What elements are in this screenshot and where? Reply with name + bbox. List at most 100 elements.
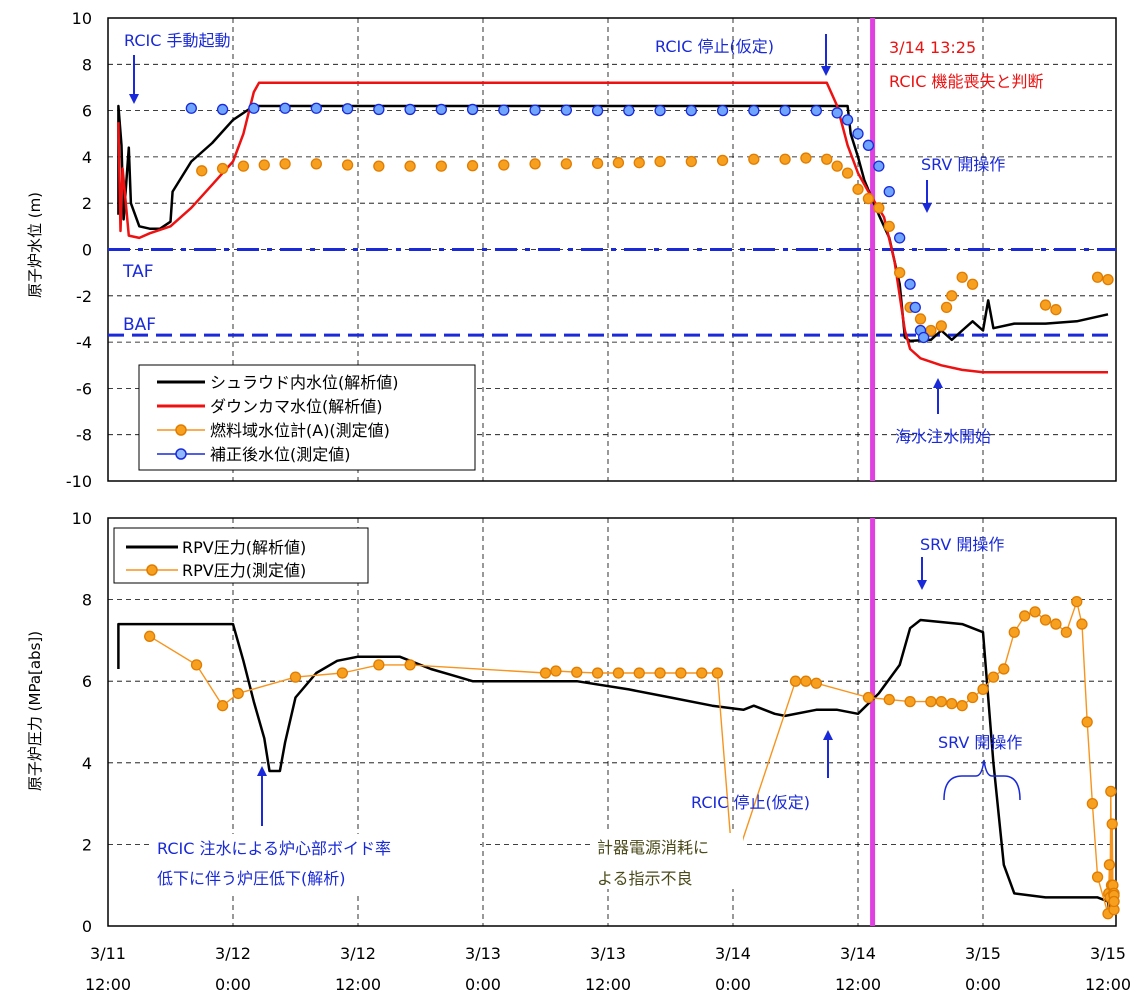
srv-open-annotation-bottom-1: SRV 開操作 xyxy=(920,535,1004,554)
series-point-bottom-1 xyxy=(591,667,604,679)
bottom-y-tick-label: 2 xyxy=(82,835,92,854)
series-point-top-3 xyxy=(529,104,541,116)
series-point-top-3 xyxy=(904,278,916,290)
legend-label-shroud: シュラウド内水位(解析値) xyxy=(210,373,399,392)
series-point-top-3 xyxy=(310,102,322,114)
series-point-bottom-1 xyxy=(925,695,937,708)
bottom-y-tick-label: 10 xyxy=(72,509,92,528)
series-point-top-3 xyxy=(894,232,906,244)
series-point-top-2 xyxy=(966,278,979,290)
seawater-annotation: 海水注水開始 xyxy=(895,427,991,446)
series-point-bottom-1 xyxy=(1081,716,1093,728)
series-point-bottom-1 xyxy=(946,697,958,710)
series-point-bottom-1 xyxy=(977,683,989,696)
series-point-bottom-1 xyxy=(810,677,822,689)
series-point-bottom-1 xyxy=(998,663,1010,675)
bottom-y-tick-label: 8 xyxy=(82,591,92,610)
rcic-stop-arrow-bottom xyxy=(823,730,833,778)
legend-label-corrected: 補正後水位(測定値) xyxy=(210,445,351,464)
power-annotation-line2: よる指示不良 xyxy=(597,869,693,888)
series-point-top-2 xyxy=(237,160,250,172)
legend-label-rpv-analysis: RPV圧力(解析値) xyxy=(182,538,306,557)
series-point-top-2 xyxy=(612,157,625,169)
series-point-top-2 xyxy=(873,202,885,214)
rcic-stop-arrow xyxy=(821,34,831,76)
series-point-top-3 xyxy=(873,160,885,172)
series-line-bottom-0 xyxy=(117,618,1112,913)
taf-label: TAF xyxy=(122,262,153,282)
series-point-top-2 xyxy=(894,266,906,279)
series-point-top-3 xyxy=(404,103,416,116)
power-annotation-line1: 計器電源消耗に xyxy=(597,838,709,857)
series-point-top-2 xyxy=(821,153,833,165)
top-y-tick-label: -6 xyxy=(76,379,92,398)
top-y-tick-label: 10 xyxy=(72,9,92,28)
series-point-top-2 xyxy=(654,155,666,168)
series-point-top-2 xyxy=(914,313,927,325)
x-tick-time: 12:00 xyxy=(835,975,881,994)
series-point-top-3 xyxy=(248,102,260,114)
series-point-top-2 xyxy=(1102,273,1114,286)
x-tick-date: 3/11 xyxy=(90,944,126,963)
series-point-bottom-1 xyxy=(539,667,552,679)
baf-label: BAF xyxy=(123,315,156,335)
series-point-top-2 xyxy=(633,157,645,169)
series-point-top-3 xyxy=(466,103,479,116)
series-point-top-3 xyxy=(852,128,864,140)
series-point-top-3 xyxy=(341,103,354,115)
legend-label-downcomer: ダウンカマ水位(解析値) xyxy=(210,397,383,416)
x-tick-date: 3/14 xyxy=(715,944,751,963)
srv-open-arrow-top xyxy=(922,180,932,213)
series-point-top-3 xyxy=(216,103,229,116)
series-point-top-2 xyxy=(1039,299,1052,311)
series-point-top-2 xyxy=(216,162,229,175)
series-point-bottom-1 xyxy=(1019,610,1031,622)
top-y-tick-label: -4 xyxy=(76,333,92,352)
x-tick-time: 12:00 xyxy=(1085,975,1131,994)
legend-marker-fuel-level xyxy=(175,424,187,436)
series-point-bottom-1 xyxy=(550,665,562,677)
x-tick-time: 0:00 xyxy=(215,975,251,994)
series-point-top-2 xyxy=(258,159,270,171)
series-point-bottom-1 xyxy=(1106,818,1118,830)
series-point-top-3 xyxy=(779,104,791,117)
legend-label-fuel-level: 燃料域水位計(A)(測定値) xyxy=(210,421,390,440)
series-point-bottom-1 xyxy=(571,666,583,678)
x-tick-date: 3/12 xyxy=(340,944,376,963)
series-point-bottom-1 xyxy=(904,695,916,708)
bottom-y-tick-label: 0 xyxy=(82,917,92,936)
x-tick-date: 3/13 xyxy=(465,944,501,963)
x-tick-time: 12:00 xyxy=(585,975,631,994)
series-point-top-2 xyxy=(435,160,447,172)
x-tick-time: 12:00 xyxy=(335,975,381,994)
series-point-bottom-1 xyxy=(1108,895,1120,908)
series-point-top-2 xyxy=(529,158,541,170)
tick-layer: 10 8 6 4 2 0 -2 -4 -6 -8 -10 10 8 6 4 2 0 3/11 12:00 3/12 0:… xyxy=(66,9,1131,994)
series-point-top-2 xyxy=(373,160,385,172)
bottom-y-tick-label: 4 xyxy=(82,754,92,773)
top-y-tick-label: 6 xyxy=(82,102,92,121)
x-tick-date: 3/14 xyxy=(840,944,876,963)
rcic-loss-annotation-line1: 3/14 13:25 xyxy=(889,38,976,57)
bottom-y-axis-label: 原子炉圧力 (MPa[abs]) xyxy=(26,631,44,791)
series-point-bottom-1 xyxy=(216,700,229,712)
bottom-plot-frame xyxy=(107,517,1117,927)
x-tick-time: 0:00 xyxy=(965,975,1001,994)
series-point-bottom-1 xyxy=(711,667,724,679)
legend-label-rpv-measured: RPV圧力(測定値) xyxy=(182,561,306,580)
x-tick-time: 0:00 xyxy=(465,975,501,994)
series-point-top-2 xyxy=(883,220,895,233)
seawater-arrow xyxy=(933,378,943,414)
rcic-void-annotation-line2: 低下に伴う炉圧低下(解析) xyxy=(157,869,346,888)
series-point-bottom-1 xyxy=(1105,785,1117,798)
series-point-bottom-1 xyxy=(696,667,708,679)
srv-open-brace xyxy=(943,759,1021,801)
series-point-bottom-1 xyxy=(800,675,812,687)
series-point-top-2 xyxy=(404,160,416,172)
series-point-top-3 xyxy=(748,104,760,117)
x-tick-date: 3/15 xyxy=(965,944,1001,963)
series-point-bottom-1 xyxy=(883,693,895,706)
top-y-tick-label: -10 xyxy=(66,472,92,491)
series-point-top-3 xyxy=(917,331,930,344)
top-y-axis-label: 原子炉水位 (m) xyxy=(26,192,44,298)
